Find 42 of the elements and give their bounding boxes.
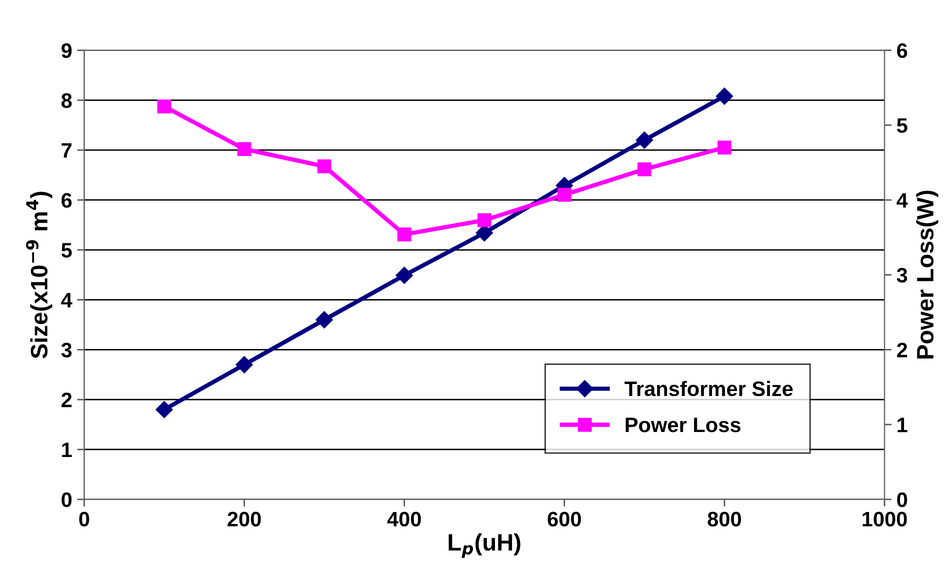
point bbox=[317, 159, 332, 174]
y-tick-label: 1 bbox=[62, 442, 72, 458]
y2-tick-label: 0 bbox=[897, 492, 908, 508]
legend-label: Transformer Size bbox=[624, 380, 793, 396]
y2-tick-label: 4 bbox=[896, 193, 908, 208]
y-tick-label: 7 bbox=[62, 143, 72, 158]
y-tick-label: 6 bbox=[62, 192, 72, 208]
legend-label: Power Loss bbox=[626, 418, 740, 432]
y2-tick-label: 1 bbox=[898, 418, 908, 432]
point bbox=[236, 356, 253, 374]
point bbox=[237, 142, 252, 156]
y2-tick-label: 3 bbox=[896, 268, 908, 283]
point bbox=[477, 213, 492, 228]
y-tick-label: 0 bbox=[62, 492, 72, 508]
y-tick-label: 4 bbox=[61, 293, 72, 308]
y-tick-label: 8 bbox=[61, 93, 72, 108]
y2-tick-label: 6 bbox=[897, 43, 908, 58]
y-tick-label: 5 bbox=[61, 243, 72, 258]
y2-axis-title: Power Loss(W) bbox=[916, 190, 938, 359]
y2-tick-label: 2 bbox=[897, 342, 908, 358]
y2-tick-label: 5 bbox=[896, 118, 908, 133]
x-tick-label: 800 bbox=[708, 512, 741, 526]
x-tick-label: 400 bbox=[387, 512, 421, 526]
x-axis-title: L$_{p}$(uH) bbox=[448, 533, 520, 558]
point bbox=[397, 227, 412, 242]
point bbox=[316, 311, 333, 328]
point bbox=[636, 132, 653, 149]
point bbox=[716, 88, 733, 105]
point bbox=[396, 266, 413, 284]
x-tick-label: 200 bbox=[228, 512, 261, 526]
x-tick-label: 1000 bbox=[862, 512, 907, 526]
y-tick-label: 3 bbox=[61, 342, 72, 358]
x-tick-label: 0 bbox=[79, 512, 90, 526]
point bbox=[637, 162, 652, 176]
y-axis-title: Size(x10$^{−9}$ m$^{4}$) bbox=[26, 192, 52, 358]
x-tick-label: 600 bbox=[548, 512, 581, 526]
point bbox=[157, 99, 172, 114]
y-tick-label: 2 bbox=[62, 392, 72, 408]
y-tick-label: 9 bbox=[62, 43, 72, 58]
point bbox=[557, 188, 572, 202]
point bbox=[156, 401, 173, 418]
point bbox=[718, 140, 732, 155]
